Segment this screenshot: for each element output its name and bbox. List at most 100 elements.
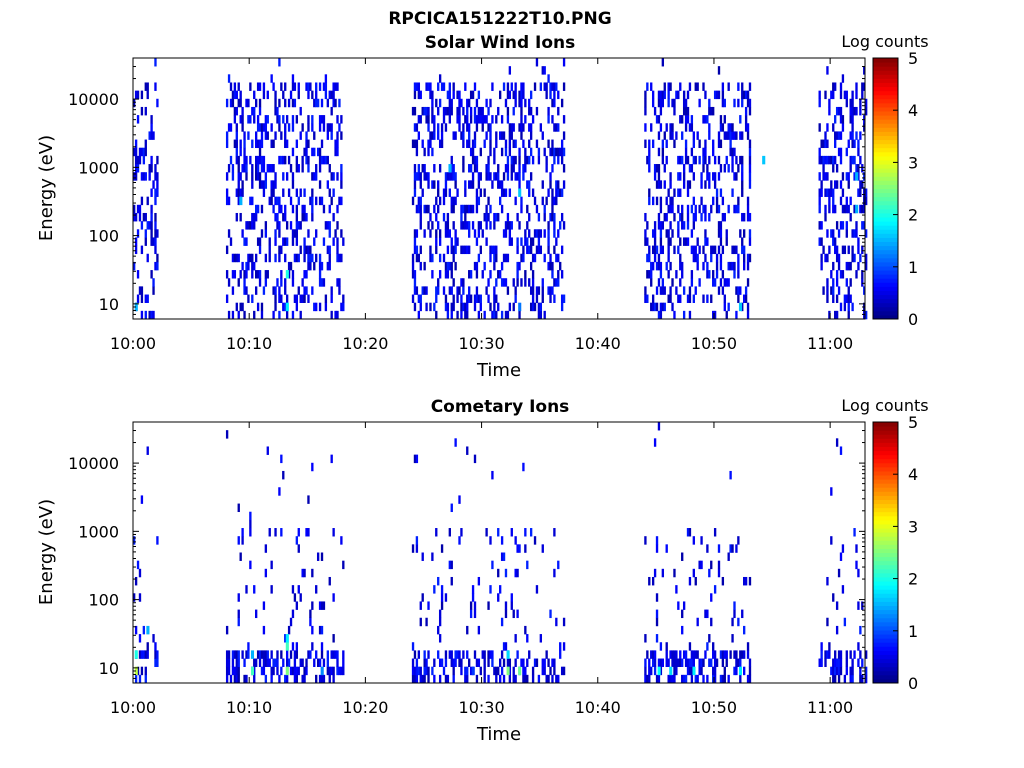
heatmap-cell — [648, 155, 651, 165]
heatmap-cell — [712, 172, 715, 181]
heatmap-cell — [717, 286, 721, 295]
heatmap-cell — [549, 147, 552, 157]
heatmap-cell — [438, 98, 442, 108]
heatmap-cell — [861, 601, 864, 610]
heatmap-cell — [681, 674, 684, 684]
heatmap-cell — [264, 123, 268, 132]
heatmap-cell — [295, 674, 299, 684]
heatmap-cell — [291, 229, 295, 238]
heatmap-cell — [249, 196, 252, 206]
heatmap-cell — [822, 172, 825, 181]
heatmap-cell — [255, 212, 258, 222]
heatmap-cell — [264, 180, 268, 189]
heatmap-cell — [305, 131, 308, 140]
heatmap-cell — [834, 155, 837, 165]
heatmap-cell — [644, 658, 647, 667]
colorbar-segment — [873, 298, 898, 304]
heatmap-cell — [651, 261, 655, 271]
heatmap-cell — [489, 650, 492, 659]
heatmap-cell — [549, 253, 552, 263]
heatmap-cell — [661, 221, 665, 230]
heatmap-cell — [309, 82, 312, 91]
heatmap-cell — [512, 278, 515, 287]
heatmap-cell — [231, 253, 235, 263]
heatmap-cell — [522, 82, 525, 91]
heatmap-cell — [733, 666, 736, 676]
heatmap-cell — [462, 123, 465, 132]
heatmap-cell — [688, 286, 692, 295]
heatmap-cell — [518, 180, 521, 189]
heatmap-cell — [688, 528, 692, 537]
heatmap-cell — [553, 147, 556, 157]
heatmap-cell — [524, 115, 527, 124]
heatmap-cell — [295, 601, 299, 610]
heatmap-cell — [450, 503, 453, 513]
heatmap-cell — [270, 674, 273, 684]
heatmap-cell — [855, 131, 858, 140]
heatmap-cell — [297, 196, 300, 206]
heatmap-cell — [471, 172, 475, 181]
heatmap-cell — [154, 642, 157, 651]
heatmap-cell — [466, 245, 469, 255]
heatmap-cell — [142, 172, 146, 181]
heatmap-cell — [444, 302, 448, 312]
colorbar-segment — [873, 532, 898, 537]
heatmap-cell — [239, 139, 242, 149]
heatmap-cell — [489, 270, 492, 279]
colorbar-segment — [873, 638, 898, 643]
heatmap-cell — [237, 609, 240, 619]
heatmap-cell — [287, 123, 291, 132]
heatmap-cell — [663, 164, 666, 173]
heatmap-cell — [237, 164, 240, 173]
heatmap-cell — [524, 278, 527, 287]
heatmap-cell — [560, 666, 564, 676]
x-tick-label: 11:00 — [807, 698, 853, 717]
heatmap-cell — [274, 658, 277, 667]
heatmap-cell — [487, 172, 490, 181]
heatmap-cell — [245, 286, 248, 295]
heatmap-cell — [735, 172, 738, 181]
heatmap-cell — [510, 528, 513, 537]
heatmap-cell — [284, 204, 287, 214]
heatmap-cell — [543, 204, 546, 214]
heatmap-cell — [657, 115, 661, 124]
heatmap-cell — [665, 261, 668, 271]
heatmap-cell — [729, 650, 732, 659]
heatmap-cell — [727, 674, 730, 684]
heatmap-cell — [529, 147, 533, 157]
heatmap-cell — [438, 270, 442, 279]
heatmap-cell — [487, 106, 490, 116]
heatmap-cell — [415, 674, 419, 684]
heatmap-cell — [138, 286, 142, 295]
heatmap-cell — [555, 253, 558, 263]
heatmap-cell — [138, 568, 142, 578]
heatmap-cell — [477, 310, 481, 320]
heatmap-cell — [307, 139, 310, 149]
heatmap-cell — [429, 212, 432, 222]
heatmap-cell — [477, 90, 481, 100]
heatmap-cell — [493, 261, 496, 271]
heatmap-cell — [727, 123, 730, 132]
heatmap-cell — [547, 188, 550, 197]
heatmap-cell — [429, 139, 432, 149]
heatmap-cell — [659, 237, 663, 246]
heatmap-cell — [735, 650, 738, 659]
heatmap-cell — [859, 188, 862, 197]
heatmap-cell — [512, 106, 515, 116]
heatmap-cell — [243, 278, 246, 287]
heatmap-cell — [657, 180, 661, 189]
heatmap-cell — [438, 139, 442, 149]
y-tick-label: 1000 — [78, 158, 119, 177]
heatmap-cell — [655, 286, 659, 295]
heatmap-cell — [268, 237, 271, 246]
heatmap-cell — [305, 139, 308, 149]
heatmap-cell — [845, 261, 848, 271]
heatmap-cell — [264, 278, 268, 287]
heatmap-cell — [700, 536, 703, 545]
heatmap-cell — [235, 658, 238, 667]
heatmap-cell — [442, 196, 446, 206]
colorbar-segment — [873, 225, 898, 230]
heatmap-cell — [264, 544, 268, 553]
heatmap-cell — [739, 286, 742, 295]
heatmap-cell — [524, 147, 527, 157]
